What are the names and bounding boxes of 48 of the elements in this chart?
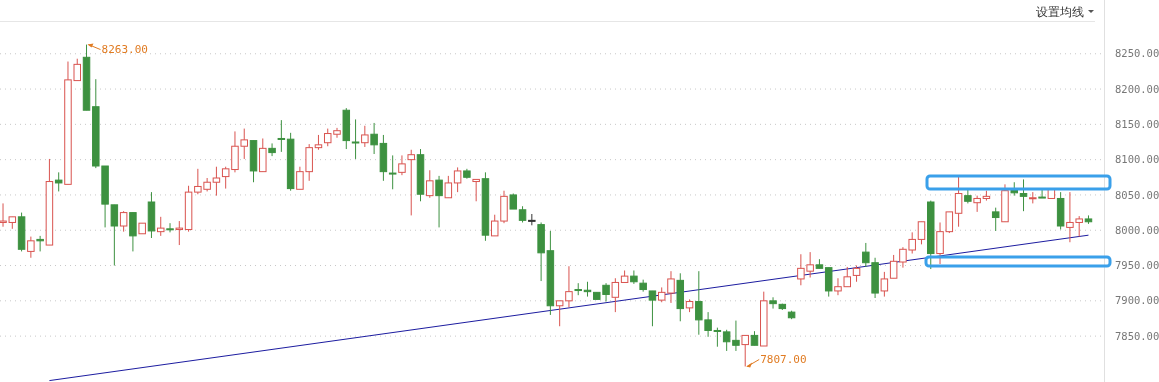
candlestick <box>973 195 981 213</box>
candlestick <box>361 125 369 148</box>
candlestick <box>954 175 963 228</box>
candlestick <box>129 212 137 252</box>
candlestick <box>119 210 128 233</box>
candlestick <box>426 169 434 199</box>
candlestick <box>157 216 165 237</box>
candlestick <box>630 269 638 285</box>
candlestick <box>27 236 35 259</box>
candlestick <box>351 118 360 160</box>
y-tick-label: 7950.00 <box>1115 259 1159 272</box>
y-tick-label: 7900.00 <box>1115 294 1159 307</box>
y-tick-label: 8050.00 <box>1115 188 1159 201</box>
candlestick <box>259 137 267 173</box>
candlestick <box>741 334 749 367</box>
candlestick <box>917 221 926 245</box>
candlestick <box>398 154 406 176</box>
candlestick <box>472 178 480 202</box>
candlestick <box>212 166 221 197</box>
y-tick-label: 8200.00 <box>1115 82 1159 95</box>
candlestick <box>54 171 63 192</box>
candlestick <box>444 175 453 199</box>
candlestick <box>648 290 657 327</box>
y-tick-label: 8150.00 <box>1115 118 1159 131</box>
candlestick <box>1019 178 1028 212</box>
candlestick <box>388 154 397 190</box>
candlestick <box>824 267 833 298</box>
y-tick-label: 8100.00 <box>1115 153 1159 166</box>
candlestick <box>268 142 276 157</box>
candlestick <box>435 175 443 228</box>
text: 设置均线 <box>1036 5 1084 19</box>
annotation: 7807.00 <box>760 353 807 367</box>
candlestick <box>36 235 44 252</box>
candlestick <box>991 207 1000 232</box>
candlestick <box>880 271 889 298</box>
candlestick <box>453 166 462 193</box>
annotation: 8263.00 <box>101 43 148 57</box>
candlestick <box>175 220 184 246</box>
candlestick <box>166 222 174 233</box>
y-tick-label: 8250.00 <box>1115 47 1159 60</box>
candlestick <box>769 296 777 310</box>
candlestick <box>370 122 378 155</box>
candlestick <box>277 119 286 153</box>
candlestick <box>407 149 415 216</box>
candlestick <box>1038 188 1046 199</box>
y-tick-label: 8000.00 <box>1115 223 1159 236</box>
y-tick-label: 7850.00 <box>1115 329 1159 342</box>
candlestick <box>611 277 620 313</box>
